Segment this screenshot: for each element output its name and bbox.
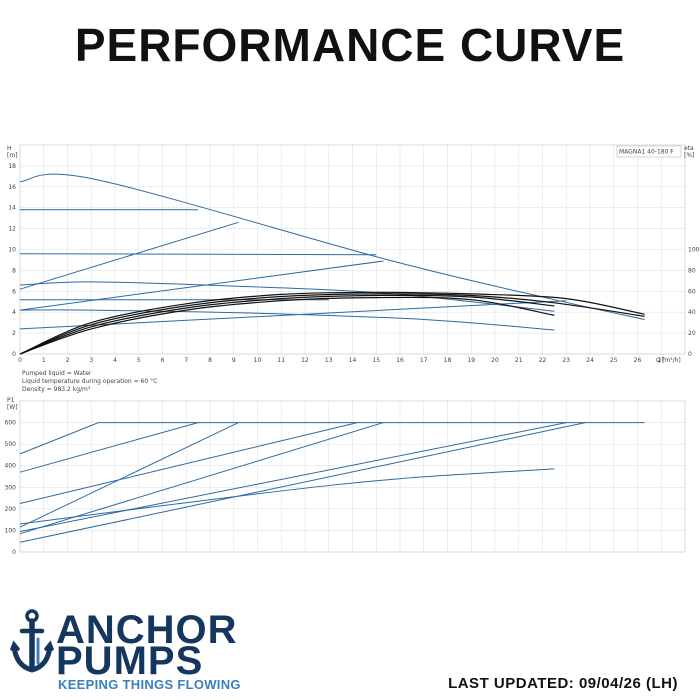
- system-curve: [19, 300, 567, 330]
- note-liquid-temperature: Liquid temperature during operation = 60…: [22, 378, 158, 385]
- model-label-box: [616, 145, 682, 158]
- efficiency-curve: [19, 294, 555, 355]
- power-curve: [19, 422, 358, 504]
- x-tick-label: 25: [610, 357, 618, 364]
- y2-tick-label: 20: [688, 330, 696, 337]
- power-curve: [19, 422, 567, 532]
- plot-frame: [19, 144, 686, 355]
- y-tick-label: 2: [12, 330, 16, 337]
- x-tick-label: 11: [277, 357, 285, 364]
- note-pumped-liquid: Pumped liquid = Water: [22, 370, 92, 377]
- system-curve: [19, 260, 384, 311]
- x-tick-label: 18: [444, 357, 452, 364]
- power-curve: [19, 422, 384, 535]
- x-axis-unit: [m³/h]: [662, 357, 681, 364]
- y-tick-label: 12: [8, 226, 16, 233]
- y-tick-label: 18: [8, 163, 16, 170]
- page-title: PERFORMANCE CURVE: [74, 19, 626, 71]
- efficiency-curve: [19, 296, 555, 355]
- x-tick-label: 15: [372, 357, 380, 364]
- x-tick-label: 6: [161, 357, 165, 364]
- x-tick-label: 24: [586, 357, 594, 364]
- y-tick-label: 8: [12, 267, 16, 274]
- y-tick-label: 4: [12, 309, 16, 316]
- x-tick-label: 7: [184, 357, 188, 364]
- x-tick-label: 22: [539, 357, 547, 364]
- x-tick-label: 12: [301, 357, 309, 364]
- y2-tick-label: 80: [688, 267, 696, 274]
- y-tick-label: 0: [12, 351, 16, 358]
- x-tick-label: 13: [325, 357, 333, 364]
- note-density: Density = 983.2 kg/m³: [22, 386, 91, 393]
- head-curve: [19, 253, 377, 256]
- y2-tick-label: 100: [688, 247, 700, 254]
- x-tick-label: 1: [42, 357, 46, 364]
- x-tick-label: 9: [232, 357, 236, 364]
- y-axis-unit: [W]: [7, 404, 18, 411]
- efficiency-curve: [19, 291, 645, 355]
- last-updated: LAST UPDATED: 09/04/26 (LH): [448, 675, 678, 692]
- y2-axis-unit: [%]: [684, 152, 694, 159]
- power-curve: [19, 422, 586, 543]
- head-curve: [19, 173, 645, 320]
- plot-frame: [19, 400, 686, 553]
- x-tick-label: 14: [349, 357, 357, 364]
- x-tick-label: 4: [113, 357, 117, 364]
- x-tick-label: 21: [515, 357, 523, 364]
- y-tick-label: 500: [5, 441, 17, 448]
- x-tick-label: 16: [396, 357, 404, 364]
- y-tick-label: 6: [12, 288, 16, 295]
- x-tick-label: 17: [420, 357, 428, 364]
- x-tick-label: 2: [66, 357, 70, 364]
- brand-name-anchor: ANCHOR: [56, 608, 238, 652]
- y-tick-label: 600: [5, 420, 17, 427]
- x-tick-label: 3: [89, 357, 93, 364]
- x-tick-label: 10: [254, 357, 262, 364]
- x-tick-label: 19: [467, 357, 475, 364]
- y2-tick-label: 40: [688, 309, 696, 316]
- y-tick-label: 0: [12, 549, 16, 556]
- head-efficiency-chart: 0 1 2 3 4 5 6 7 8 9 10 11 12 13 14 15 16 17 18 19 20 21 22 23 24…: [7, 144, 700, 364]
- power-chart: 0 100 200 300 400 500 600 P1[W]: [5, 397, 686, 556]
- x-tick-label: 0: [18, 357, 22, 364]
- y-tick-label: 16: [8, 184, 16, 191]
- x-tick-label: 8: [208, 357, 212, 364]
- y-tick-label: 100: [5, 527, 17, 534]
- head-curve: [19, 281, 555, 312]
- power-curve: [19, 422, 239, 528]
- y-tick-label: 14: [8, 205, 16, 212]
- x-tick-label: 27: [657, 357, 665, 364]
- anchor-logo-icon: [10, 609, 54, 673]
- system-curve: [19, 221, 239, 290]
- power-curve: [19, 468, 555, 525]
- x-tick-label: 5: [137, 357, 141, 364]
- y-tick-label: 300: [5, 484, 17, 491]
- power-curve: [19, 422, 645, 455]
- brand-tagline: KEEPING THINGS FLOWING: [58, 677, 241, 692]
- head-curve: [19, 309, 555, 331]
- y-axis-label: H: [7, 145, 12, 152]
- efficiency-curve: [19, 293, 645, 355]
- x-tick-label: 20: [491, 357, 499, 364]
- brand-name-pumps: PUMPS: [56, 639, 204, 683]
- power-curve: [19, 422, 199, 473]
- y-tick-label: 400: [5, 463, 17, 470]
- y2-tick-label: 60: [688, 288, 696, 295]
- y-tick-label: 10: [8, 247, 16, 254]
- model-label: MAGNA1 40-180 F: [619, 149, 674, 156]
- y2-tick-label: 0: [688, 351, 692, 358]
- y-axis-unit: [m]: [7, 152, 18, 159]
- y-tick-label: 200: [5, 506, 17, 513]
- y2-axis-label: eta: [684, 145, 694, 152]
- x-axis-label: Q: [656, 357, 661, 364]
- x-tick-label: 23: [562, 357, 570, 364]
- x-tick-label: 26: [634, 357, 642, 364]
- y-axis-label: P1: [7, 397, 15, 404]
